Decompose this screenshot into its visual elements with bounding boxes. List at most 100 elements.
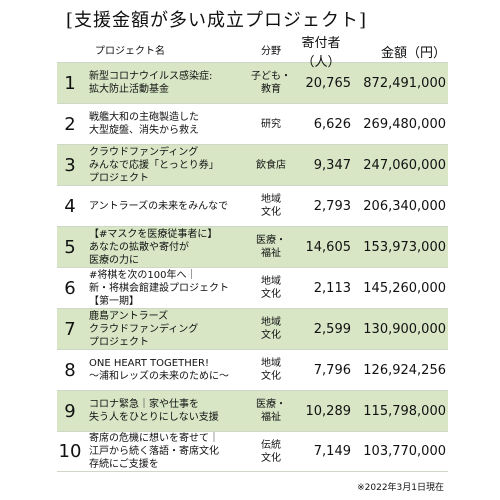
project-name-line: プロジェクト xyxy=(89,336,149,348)
project-name-line: クラウドファンディング xyxy=(89,323,199,335)
field-category-line: 伝統 xyxy=(261,439,281,451)
field-category-line: 地域 xyxy=(261,276,281,287)
donor-count: 7,149 xyxy=(313,444,351,459)
amount-yen: 206,340,000 xyxy=(363,198,446,214)
field-category-line: 地域 xyxy=(261,317,281,328)
field-category-line: 子ども・ xyxy=(251,71,291,82)
field-category: 地域 文化 xyxy=(251,309,291,349)
field-category-line: 教育 xyxy=(261,84,281,95)
project-name: コロナ緊急｜家や仕事を失う人をひとりにしない支援 xyxy=(83,391,251,431)
field-category: 地域 文化 xyxy=(251,186,291,226)
project-name: ONE HEART TOGETHER! 〜浦和レッズの未来のために〜 xyxy=(83,350,251,390)
project-name-line: 新型コロナウイルス感染症: xyxy=(89,71,213,82)
field-category: 医療・ 福祉 xyxy=(251,391,291,431)
field-category-line: 福祉 xyxy=(261,248,281,259)
field-category-line: 文化 xyxy=(261,371,281,382)
project-name-line: プロジェクト xyxy=(89,172,149,184)
amount-yen: 153,973,000 xyxy=(363,239,446,255)
project-name-line: 医療の力に xyxy=(89,254,139,266)
project-name-line: 拡大防止活動基金 xyxy=(89,84,169,95)
project-name-line: 【#マスクを医療従事者に】 xyxy=(89,228,218,240)
donor-count: 2,599 xyxy=(313,321,351,337)
project-name-line: ONE HEART TOGETHER! xyxy=(89,358,209,369)
project-name-line: 存続にご支援を xyxy=(89,459,159,470)
rank-number: 4 xyxy=(64,195,76,217)
amount-yen: 145,260,000 xyxy=(363,280,446,296)
field-category-line: 飲食店 xyxy=(256,159,286,171)
header-amount: 金額（円） xyxy=(380,45,446,61)
field-category-line: 地域 xyxy=(261,358,281,369)
field-category-line: 地域 xyxy=(261,194,281,205)
donor-count: 2,113 xyxy=(313,280,351,296)
header-field: 分野 xyxy=(261,45,281,57)
rank-number: 8 xyxy=(64,359,76,381)
header-project-name: プロジェクト名 xyxy=(95,45,165,57)
table-row: 3 クラウドファンディング みんなで応援「とっとり券」 プロジェクト 飲食店 9,347 2… xyxy=(57,144,448,185)
project-name: 【#マスクを医療従事者に】 あなたの拡散や寄付が 医療の力に xyxy=(83,227,251,267)
project-name-line: 〜浦和レッズの未来のために〜 xyxy=(89,371,229,382)
table-row: 9 コロナ緊急｜家や仕事を 失う人をひとりにしない支援 医療・ 福祉 10,289 115,… xyxy=(57,390,448,431)
donor-count: 2,793 xyxy=(313,198,351,214)
rank-number: 1 xyxy=(64,72,76,94)
donor-count: 20,765 xyxy=(305,75,352,91)
project-name-line: アントラーズの未来をみんなで xyxy=(89,200,229,212)
project-name-line: 新・将棋会館建設プロジェクト xyxy=(89,282,229,294)
amount-yen: 247,060,000 xyxy=(363,157,446,173)
amount-yen: 269,480,000 xyxy=(363,116,446,132)
field-category-line: 医療・ xyxy=(256,235,286,246)
field-category: 子ども・ 教育 xyxy=(251,63,291,103)
header-donors: 寄付者（人） xyxy=(301,36,341,70)
project-name: 戦艦大和の主砲製造した 大型旋盤、消失から救え xyxy=(83,104,251,144)
amount-yen: 103,770,000 xyxy=(363,444,446,459)
field-category-line: 文化 xyxy=(261,330,281,341)
field-category-line: 文化 xyxy=(261,452,281,464)
project-name-line: 【第一期】 xyxy=(89,295,139,307)
field-category: 地域 文化 xyxy=(251,350,291,390)
amount-yen: 126,924,256 xyxy=(363,362,446,378)
project-name: 新型コロナウイルス感染症: 拡大防止活動基金 xyxy=(83,63,251,103)
project-name: 鹿島アントラーズ クラウドファンディング プロジェクト xyxy=(83,309,251,349)
field-category-line: 研究 xyxy=(261,118,281,130)
project-name-line: コロナ緊急｜家や仕事を xyxy=(89,399,199,410)
field-category: 地域 文化 xyxy=(251,268,291,308)
table-row: 10 寄席の危機に想いを寄せて｜ 江戸から続く落語・寄席文化 存続にご支援を 伝統 文化 7… xyxy=(57,431,448,472)
project-name-line: 戦艦大和の主砲製造した xyxy=(89,112,199,123)
rank-number: 9 xyxy=(64,400,76,422)
amount-yen: 115,798,000 xyxy=(363,403,446,419)
project-name-line: 江戸から続く落語・寄席文化 xyxy=(89,446,219,457)
project-name-line: みんなで応援「とっとり券」 xyxy=(89,159,219,171)
rank-number: 6 xyxy=(64,277,76,299)
rank-number: 7 xyxy=(64,318,76,340)
field-category: 伝統 文化 xyxy=(251,432,291,471)
table-row: 6 #将棋を次の100年へ｜ 新・将棋会館建設プロジェクト 【第一期】 地域 文化 2,11… xyxy=(57,267,448,308)
field-category: 研究 xyxy=(251,104,291,144)
project-name-line: 鹿島アントラーズ xyxy=(89,310,169,322)
table-body: 1 新型コロナウイルス感染症: 拡大防止活動基金 子ども・ 教育 20,765 872,49… xyxy=(57,62,448,472)
project-name-line: 寄席の危機に想いを寄せて｜ xyxy=(89,433,219,444)
rank-number: 3 xyxy=(64,154,76,176)
table-row: 1 新型コロナウイルス感染症: 拡大防止活動基金 子ども・ 教育 20,765 872,49… xyxy=(57,62,448,103)
project-name-line: 失う人をひとりにしない支援 xyxy=(89,412,219,423)
table-row: 2 戦艦大和の主砲製造した 大型旋盤、消失から救え 研究 6,626 269,480,00… xyxy=(57,103,448,144)
project-name: アントラーズの未来をみんなで xyxy=(83,186,251,226)
project-name-line: クラウドファンディング xyxy=(89,146,199,158)
donor-count: 10,289 xyxy=(305,403,352,419)
donor-count: 7,796 xyxy=(313,362,351,378)
field-category-line: 福祉 xyxy=(261,412,281,423)
footnote: ※2022年3月1日現在 xyxy=(357,483,444,493)
field-category: 医療・ 福祉 xyxy=(251,227,291,267)
table-row: 4 アントラーズの未来をみんなで 地域 文化 2,793 206,340,000 xyxy=(57,185,448,226)
rank-number: 5 xyxy=(64,236,76,258)
project-name: #将棋を次の100年へ｜ 新・将棋会館建設プロジェクト 【第一期】 xyxy=(83,268,251,308)
project-name-line: #将棋を次の100年へ｜ xyxy=(89,269,197,281)
project-name: 寄席の危機に想いを寄せて｜ 江戸から続く落語・寄席文化 存続にご支援を xyxy=(83,432,251,471)
rank-number: 10 xyxy=(58,441,82,462)
table-row: 7 鹿島アントラーズ クラウドファンディング プロジェクト 地域 文化 2,599 130,9… xyxy=(57,308,448,349)
field-category-line: 文化 xyxy=(261,289,281,300)
field-category: 飲食店 xyxy=(251,145,291,185)
project-name: クラウドファンディング みんなで応援「とっとり券」 プロジェクト xyxy=(83,145,251,185)
table-row: 5 【#マスクを医療従事者に】 あなたの拡散や寄付が 医療の力に 医療・福祉 14,605… xyxy=(57,226,448,267)
amount-yen: 130,900,000 xyxy=(363,321,446,337)
donor-count: 14,605 xyxy=(305,239,352,255)
